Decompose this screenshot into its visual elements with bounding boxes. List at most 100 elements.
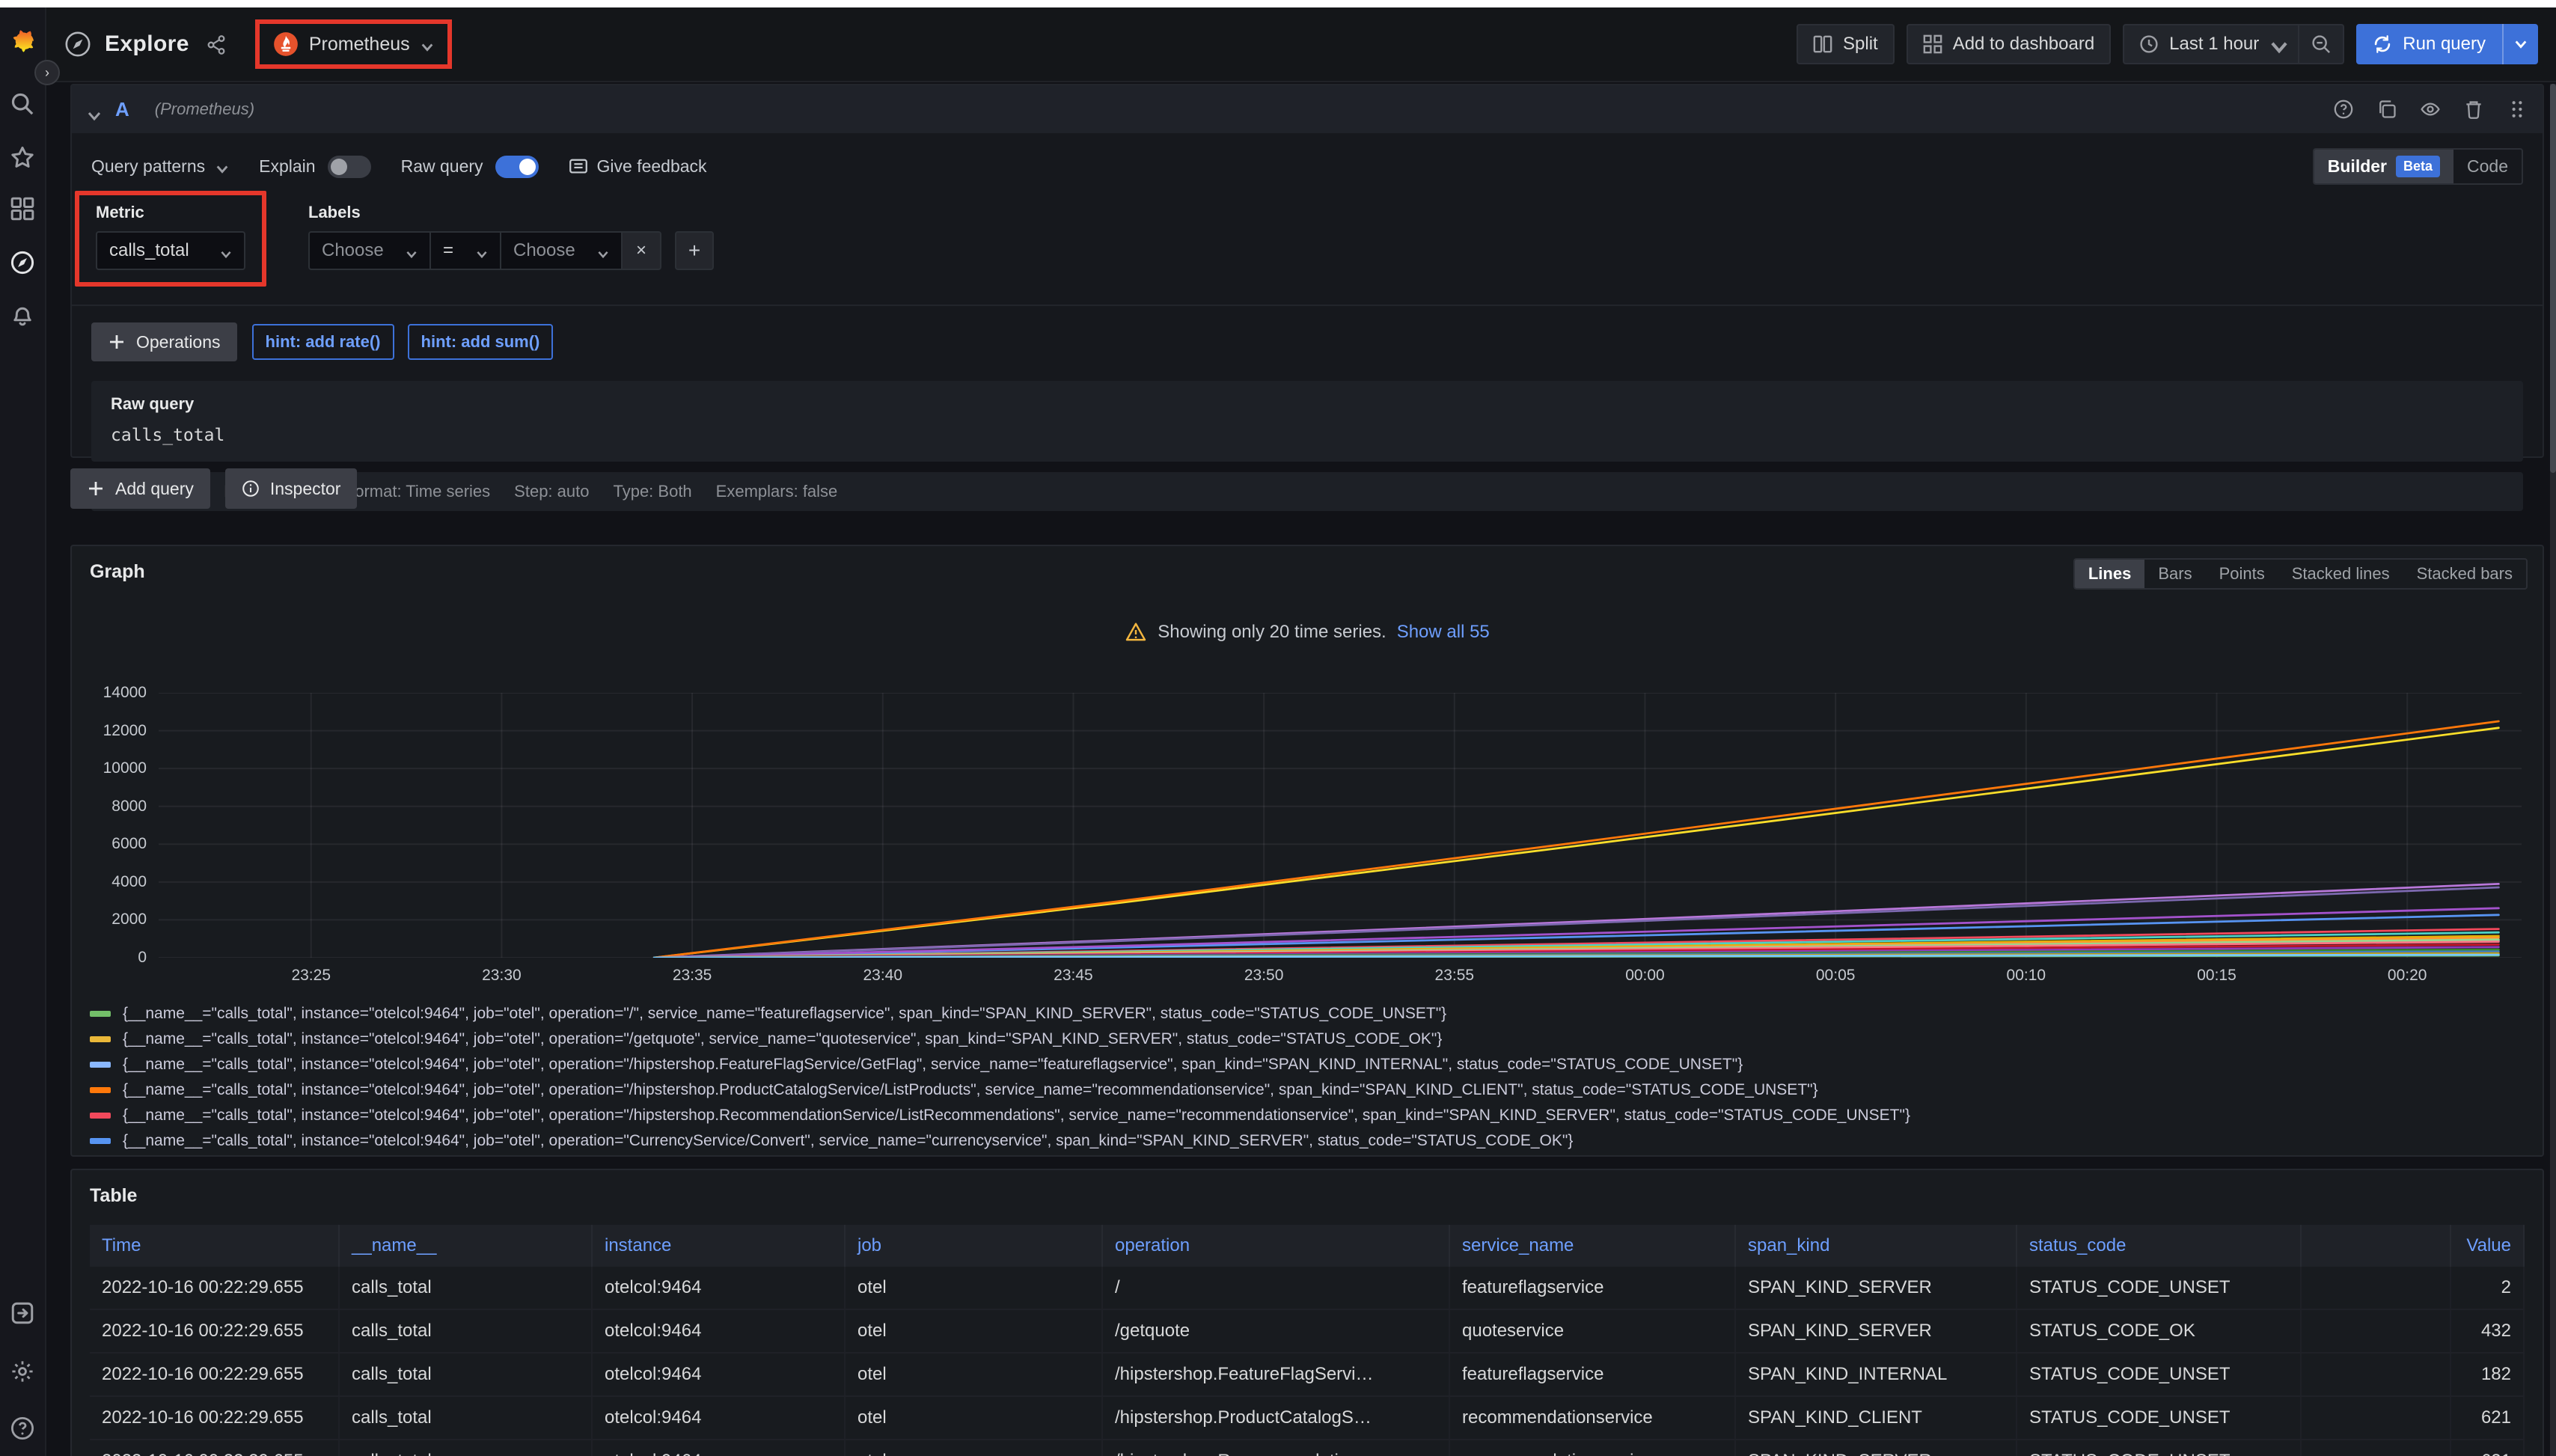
collapse-chevron-icon[interactable] [87, 102, 102, 117]
query-editor-panel: A (Prometheus) Query patterns Explain Ra… [70, 84, 2544, 458]
table-header-row: Time__name__instancejoboperationservice_… [90, 1225, 2525, 1267]
query-hint-button-1[interactable]: hint: add rate() [252, 324, 394, 360]
legend-color-swatch [90, 1113, 111, 1119]
legend-item-3[interactable]: {__name__="calls_total", instance="otelc… [90, 1052, 2525, 1077]
table-cell: 2022-10-16 00:22:29.655 [90, 1310, 340, 1352]
graph-mode-points[interactable]: Points [2206, 560, 2278, 588]
run-query-button[interactable]: Run query [2356, 24, 2538, 64]
query-ref-id[interactable]: A [115, 98, 129, 121]
time-series-plot[interactable] [159, 693, 2522, 958]
legend-item-2[interactable]: {__name__="calls_total", instance="otelc… [90, 1027, 2525, 1052]
graph-mode-lines[interactable]: Lines [2075, 560, 2144, 588]
x-tick-label: 00:20 [2388, 967, 2427, 985]
query-builder-row: Metric calls_total Labels Choose [72, 185, 2543, 302]
search-icon[interactable] [10, 91, 35, 117]
query-options-bar[interactable]: Options Legend: AutoFormat: Time seriesS… [91, 472, 2523, 511]
explore-icon[interactable] [10, 250, 35, 275]
table-body: 2022-10-16 00:22:29.655calls_totalotelco… [90, 1267, 2525, 1456]
query-hints: hint: add rate() hint: add sum() [252, 324, 554, 360]
x-tick-label: 23:40 [863, 967, 902, 985]
scrollbar-thumb[interactable] [2550, 84, 2556, 473]
remove-query-trash-icon[interactable] [2463, 99, 2484, 120]
legend-color-swatch [90, 1087, 111, 1093]
legend-item-5[interactable]: {__name__="calls_total", instance="otelc… [90, 1103, 2525, 1128]
give-feedback-link[interactable]: Give feedback [569, 156, 707, 177]
info-circle-icon [242, 480, 260, 498]
starred-icon[interactable] [10, 145, 35, 171]
explain-toggle[interactable] [328, 156, 371, 178]
remove-label-filter-button[interactable]: × [623, 231, 661, 270]
hide-response-eye-icon[interactable] [2420, 99, 2441, 120]
column-header-job[interactable]: job [846, 1225, 1103, 1267]
metric-label: Metric [96, 203, 245, 222]
zoom-out-button[interactable] [2299, 24, 2344, 64]
builder-mode-tab[interactable]: Builder Beta [2314, 150, 2453, 183]
datasource-name: Prometheus [309, 34, 410, 55]
legend-item-1[interactable]: {__name__="calls_total", instance="otelc… [90, 1001, 2525, 1027]
legend-label: {__name__="calls_total", instance="otelc… [123, 1005, 1446, 1023]
query-help-icon[interactable] [2333, 99, 2354, 120]
add-query-button[interactable]: Add query [70, 468, 210, 509]
table-cell: calls_total [340, 1310, 593, 1352]
x-tick-label: 00:00 [1625, 967, 1665, 985]
label-operator-select[interactable]: = [429, 231, 501, 270]
add-operation-button[interactable]: Operations [91, 322, 237, 361]
graph-mode-bars[interactable]: Bars [2144, 560, 2205, 588]
table-cell: otel [846, 1440, 1103, 1456]
table-panel-title: Table [72, 1170, 2543, 1207]
results-table: Time__name__instancejoboperationservice_… [90, 1225, 2525, 1456]
column-header-status_code[interactable]: status_code [2017, 1225, 2302, 1267]
add-to-dashboard-button[interactable]: Add to dashboard [1907, 24, 2111, 64]
settings-gear-icon[interactable] [10, 1359, 35, 1384]
run-query-dropdown[interactable] [2502, 24, 2538, 64]
inspector-button[interactable]: Inspector [225, 468, 358, 509]
dashboards-icon[interactable] [10, 196, 35, 221]
drag-handle-icon[interactable] [2507, 99, 2528, 120]
page-scrollbar[interactable] [2550, 84, 2556, 1456]
graph-mode-stacked-lines[interactable]: Stacked lines [2278, 560, 2403, 588]
raw-query-toggle[interactable] [495, 156, 539, 178]
datasource-picker[interactable]: Prometheus [273, 31, 434, 57]
column-header-Time[interactable]: Time [90, 1225, 340, 1267]
label-name-select[interactable]: Choose [308, 231, 431, 270]
sidebar-expand-button[interactable]: › [34, 60, 60, 85]
add-label-filter-button[interactable]: + [675, 231, 714, 270]
metric-select[interactable]: calls_total [96, 231, 245, 270]
raw-query-preview: Raw query calls_total [91, 381, 2523, 462]
query-hint-button-2[interactable]: hint: add sum() [408, 324, 554, 360]
legend-item-7[interactable]: {__name__="calls_total", instance="otelc… [90, 1154, 2525, 1155]
metric-highlight-box: Metric calls_total [75, 191, 266, 287]
column-header-service_name[interactable]: service_name [1450, 1225, 1736, 1267]
x-tick-label: 00:05 [1816, 967, 1856, 985]
legend-item-6[interactable]: {__name__="calls_total", instance="otelc… [90, 1128, 2525, 1154]
grafana-logo[interactable] [7, 27, 37, 57]
chevron-down-icon [476, 245, 488, 257]
sign-in-icon[interactable] [10, 1300, 35, 1326]
column-header-__name__[interactable]: __name__ [340, 1225, 593, 1267]
share-icon[interactable] [206, 34, 227, 55]
table-cell: 2022-10-16 00:22:29.655 [90, 1353, 340, 1395]
series-limit-warning: Showing only 20 time series. Show all 55 [72, 621, 2543, 643]
table-cell: SPAN_KIND_CLIENT [1736, 1397, 2017, 1439]
query-row-header[interactable]: A (Prometheus) [72, 85, 2543, 133]
help-icon[interactable] [10, 1416, 35, 1441]
graph-mode-stacked-bars[interactable]: Stacked bars [2403, 560, 2526, 588]
query-patterns-dropdown[interactable]: Query patterns [91, 156, 229, 177]
alerting-icon[interactable] [10, 302, 35, 328]
chevron-down-icon [215, 160, 229, 174]
label-value-select[interactable]: Choose [500, 231, 623, 270]
x-axis-labels: 23:2523:3023:3523:4023:4523:5023:5500:00… [159, 967, 2522, 988]
split-button[interactable]: Split [1797, 24, 1895, 64]
table-cell: featureflagservice [1450, 1353, 1736, 1395]
y-tick-label: 2000 [111, 911, 147, 929]
column-header-instance[interactable]: instance [593, 1225, 846, 1267]
time-range-picker[interactable]: Last 1 hour [2123, 24, 2299, 64]
column-header-operation[interactable]: operation [1103, 1225, 1450, 1267]
table-cell: STATUS_CODE_UNSET [2017, 1267, 2302, 1309]
legend-item-4[interactable]: {__name__="calls_total", instance="otelc… [90, 1077, 2525, 1103]
duplicate-query-icon[interactable] [2376, 99, 2397, 120]
show-all-series-link[interactable]: Show all 55 [1397, 622, 1490, 643]
column-header-span_kind[interactable]: span_kind [1736, 1225, 2017, 1267]
code-mode-tab[interactable]: Code [2453, 150, 2522, 183]
column-header-Value[interactable]: Value [2451, 1225, 2525, 1267]
